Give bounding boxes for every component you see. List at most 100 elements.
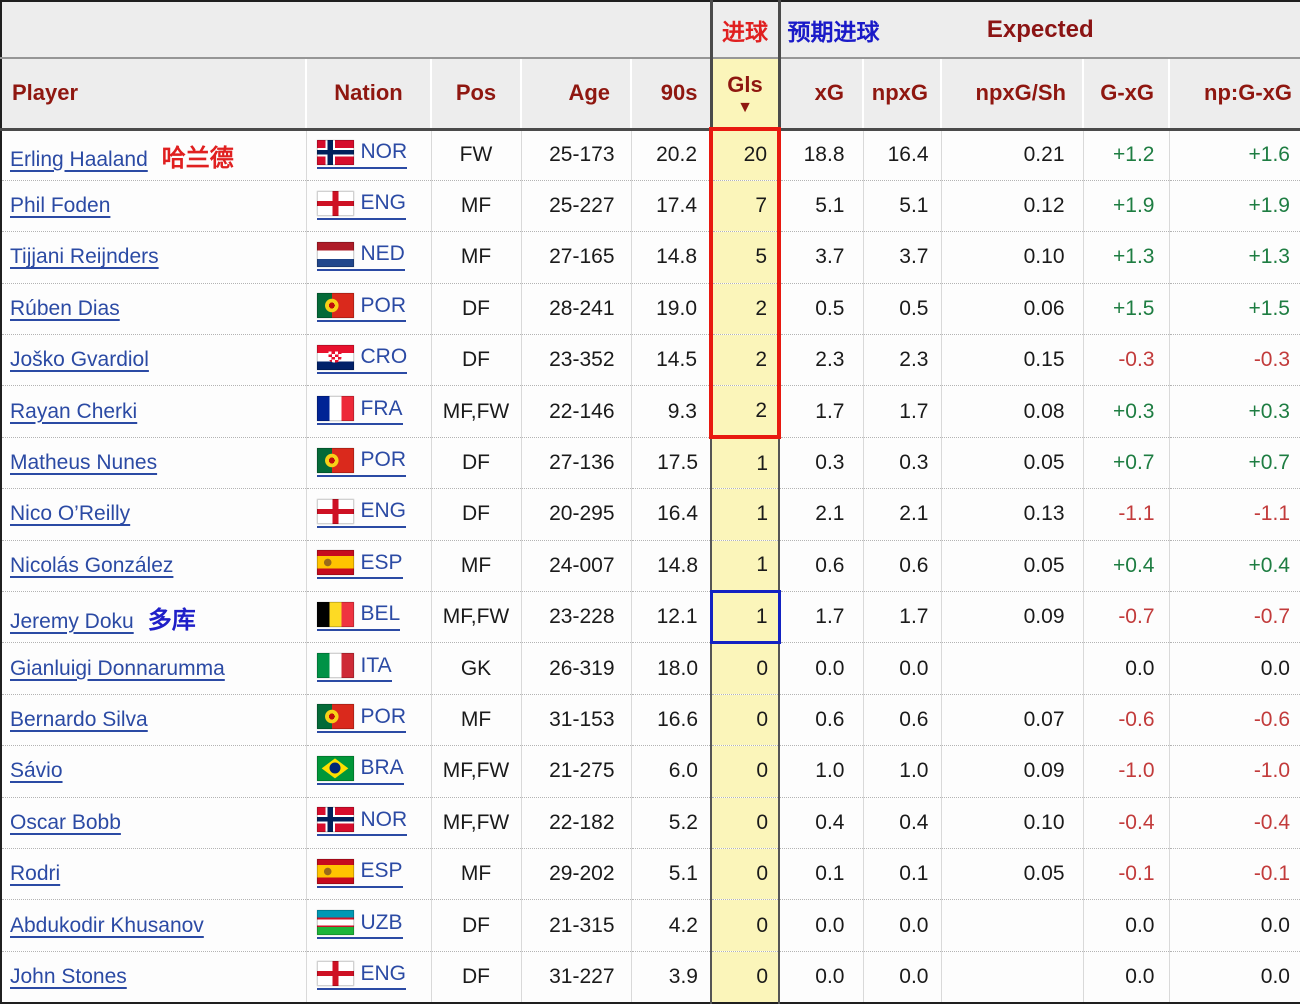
pos-cell: MF,FW [431, 385, 522, 438]
player-link[interactable]: Rayan Cherki [10, 399, 138, 423]
por-flag-icon [316, 704, 354, 730]
np-g-minus-xg-cell: 0.0 [1169, 899, 1300, 952]
age-cell: 29-202 [521, 847, 632, 900]
xg-cell: 3.7 [779, 231, 864, 284]
np-g-minus-xg-cell: -0.6 [1169, 693, 1300, 746]
player-link[interactable]: Phil Foden [10, 194, 111, 218]
nation-link[interactable]: POR [316, 293, 407, 323]
nation-cell: ESP [306, 539, 432, 592]
xg-cell: 0.6 [779, 693, 864, 746]
nation-link[interactable]: POR [316, 447, 407, 477]
col-header-np_g_xg[interactable]: np:G-xG [1169, 58, 1300, 131]
nation-link[interactable]: ITA [316, 653, 392, 683]
nation-link[interactable]: ENG [316, 961, 407, 991]
ninety-minutes-cell: 20.2 [631, 128, 712, 181]
table-row: Nicolás González ESP MF 24-007 14.8 1 0.6 0.6 0.… [1, 539, 1300, 592]
col-header-player[interactable]: Player [1, 58, 307, 131]
player-link[interactable]: Bernardo Silva [10, 707, 148, 731]
nation-link[interactable]: BRA [316, 755, 404, 785]
player-link[interactable]: Erling Haaland [10, 147, 148, 171]
nation-link[interactable]: POR [316, 704, 407, 734]
player-link[interactable]: Rúben Dias [10, 296, 120, 320]
col-header-npxg[interactable]: npxG [863, 58, 942, 131]
age-cell: 27-165 [521, 231, 632, 284]
table-row: Rúben Dias POR DF 28-241 19.0 2 0.5 0.5 0.06 +1.5… [1, 282, 1300, 335]
table-row: Gianluigi Donnarumma ITA GK 26-319 18.0 0 0.0 0… [1, 642, 1300, 695]
nation-link[interactable]: UZB [316, 910, 403, 940]
ninety-minutes-cell: 17.4 [631, 179, 712, 232]
age-cell: 25-227 [521, 179, 632, 232]
col-header-label: Gls [727, 71, 763, 97]
nation-link[interactable]: ESP [316, 858, 403, 888]
np-g-minus-xg-cell: 0.0 [1169, 950, 1300, 1003]
nation-link[interactable]: NOR [316, 807, 408, 837]
npxg-per-shot-cell: 0.15 [941, 334, 1084, 386]
np-g-minus-xg-cell: +0.4 [1169, 539, 1300, 592]
player-link[interactable]: Rodri [10, 862, 61, 886]
col-header-label: npxG [871, 80, 928, 106]
ned-flag-icon [316, 241, 354, 267]
col-header-gls[interactable]: Gls ▼ [709, 58, 781, 131]
player-cell: Rayan Cherki [1, 385, 307, 438]
col-header-g_xg[interactable]: G-xG [1083, 58, 1170, 131]
col-header-min90s[interactable]: 90s [631, 58, 712, 131]
npxg-cell: 1.7 [863, 591, 942, 643]
player-link[interactable]: Sávio [10, 759, 63, 783]
col-header-label: Nation [334, 80, 403, 106]
col-header-age[interactable]: Age [521, 58, 632, 131]
nation-link[interactable]: ENG [316, 190, 407, 220]
bra-flag-icon [316, 755, 354, 781]
player-link[interactable]: Oscar Bobb [10, 810, 121, 834]
player-link[interactable]: Nicolás González [10, 553, 174, 577]
col-header-xg[interactable]: xG [779, 58, 864, 131]
player-cell: Oscar Bobb [1, 796, 307, 849]
pos-cell: MF,FW [431, 591, 522, 643]
nation-link[interactable]: CRO [316, 344, 408, 374]
player-link[interactable]: Matheus Nunes [10, 451, 158, 475]
npxg-per-shot-cell: 0.12 [941, 179, 1084, 232]
nation-code: ITA [360, 653, 392, 677]
table-row: Rayan Cherki FRA MF,FW 22-146 9.3 2 1.7 1.7 0.08… [1, 385, 1300, 440]
goals-cell-red-highlight: 2 [709, 385, 781, 440]
g-minus-xg-cell: -0.6 [1083, 693, 1170, 746]
g-minus-xg-cell: -1.1 [1083, 488, 1170, 541]
player-link[interactable]: John Stones [10, 964, 127, 988]
col-header-nation[interactable]: Nation [306, 58, 432, 131]
player-link[interactable]: Gianluigi Donnarumma [10, 656, 225, 680]
npxg-cell: 2.1 [863, 488, 942, 541]
npxg-per-shot-cell [941, 950, 1084, 1003]
nation-code: NOR [360, 807, 408, 831]
nation-code: ESP [360, 550, 403, 574]
xg-cell: 0.0 [779, 899, 864, 952]
player-link[interactable]: Joško Gvardiol [10, 348, 149, 372]
npxg-per-shot-cell: 0.10 [941, 796, 1084, 849]
player-link[interactable]: Tijjani Reijnders [10, 245, 159, 269]
player-link[interactable]: Jeremy Doku [10, 609, 134, 633]
pos-cell: DF [431, 436, 522, 489]
age-cell: 27-136 [521, 436, 632, 489]
player-cell: Gianluigi Donnarumma [1, 642, 307, 695]
col-header-npxg_sh[interactable]: npxG/Sh [941, 58, 1084, 131]
pos-cell: DF [431, 950, 522, 1003]
expected-group-header: 预期进球 Expected [779, 1, 1300, 59]
nation-link[interactable]: NED [316, 241, 405, 271]
col-header-pos[interactable]: Pos [431, 58, 522, 131]
nation-link[interactable]: BEL [316, 601, 401, 631]
npxg-cell: 0.4 [863, 796, 942, 849]
nation-link[interactable]: FRA [316, 396, 403, 426]
np-g-minus-xg-cell: -1.0 [1169, 745, 1300, 798]
player-link[interactable]: Abdukodir Khusanov [10, 913, 204, 937]
goals-cell: 0 [710, 950, 780, 1003]
g-minus-xg-cell: +0.3 [1083, 385, 1170, 438]
nation-link[interactable]: NOR [316, 139, 408, 169]
sort-desc-icon: ▼ [737, 98, 753, 116]
por-flag-icon [316, 447, 354, 473]
player-link[interactable]: Nico O’Reilly [10, 502, 131, 526]
nation-link[interactable]: ESP [316, 550, 403, 580]
nation-link[interactable]: ENG [316, 498, 407, 528]
col-header-label: Player [12, 80, 79, 106]
age-cell: 31-153 [521, 693, 632, 746]
goals-cell-red-highlight: 2 [709, 334, 781, 386]
np-g-minus-xg-cell: +1.6 [1169, 128, 1300, 181]
cro-checker-emblem [328, 351, 342, 363]
